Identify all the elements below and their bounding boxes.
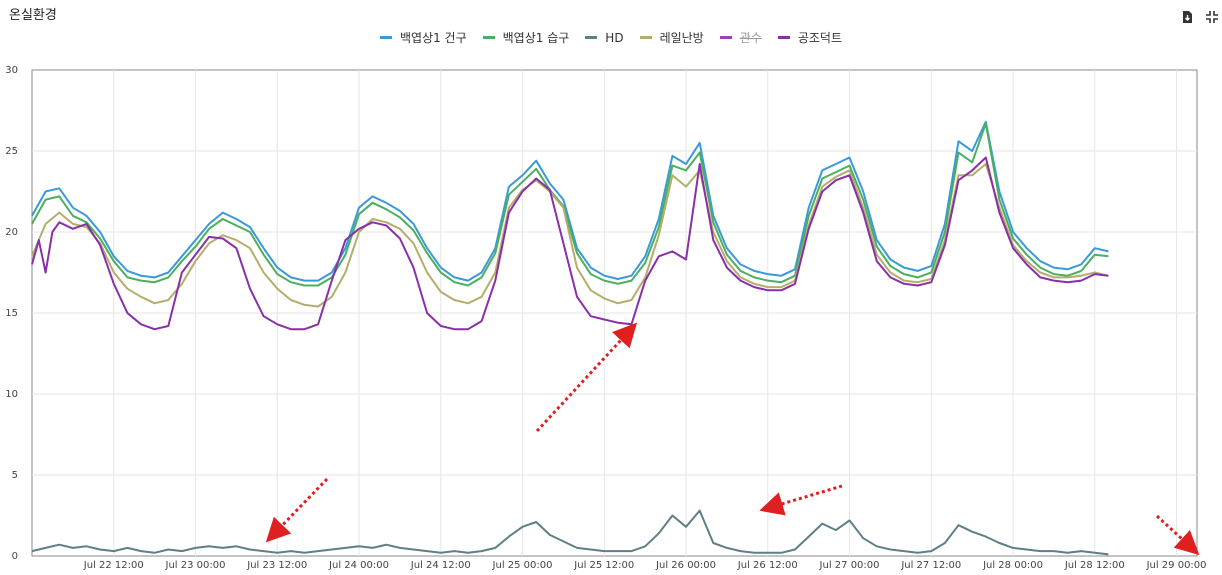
y-tick-label: 15 bbox=[5, 308, 18, 319]
legend-label: HD bbox=[605, 30, 624, 45]
series-line bbox=[31, 156, 1109, 331]
x-tick-label: Jul 25 00:00 bbox=[492, 560, 553, 571]
x-tick-label: Jul 27 00:00 bbox=[819, 560, 880, 571]
x-tick-label: Jul 23 00:00 bbox=[165, 560, 226, 571]
legend-swatch bbox=[719, 36, 732, 39]
legend-swatch bbox=[482, 36, 495, 39]
compress-icon[interactable] bbox=[1205, 9, 1219, 23]
series-line bbox=[31, 163, 1109, 308]
annotation-arrow bbox=[265, 477, 329, 543]
legend-item[interactable]: HD bbox=[585, 30, 624, 45]
x-tick-label: Jul 23 12:00 bbox=[246, 560, 307, 571]
y-tick-label: 30 bbox=[5, 65, 18, 76]
legend-item[interactable]: 백엽상1 건구 bbox=[379, 29, 467, 46]
x-tick-label: Jul 24 12:00 bbox=[410, 560, 471, 571]
y-tick-label: 10 bbox=[5, 389, 18, 400]
y-tick-label: 25 bbox=[5, 146, 18, 157]
legend-label: 관수 bbox=[739, 31, 762, 45]
series-line bbox=[31, 120, 1109, 282]
series-line bbox=[31, 509, 1109, 556]
file-download-icon[interactable] bbox=[1180, 9, 1194, 23]
legend-swatch bbox=[639, 36, 652, 39]
legend-swatch bbox=[379, 36, 392, 39]
chart-legend: 백엽상1 건구 백엽상1 습구 HD 레일난방 관수 공조덕트 bbox=[0, 29, 1222, 46]
y-tick-label: 5 bbox=[12, 470, 18, 481]
x-tick-label: Jul 29 00:00 bbox=[1146, 560, 1207, 571]
legend-swatch bbox=[585, 36, 598, 39]
legend-item[interactable]: 공조덕트 bbox=[777, 29, 842, 46]
legend-item[interactable]: 관수 bbox=[719, 29, 762, 46]
annotation-arrow bbox=[759, 484, 843, 516]
x-tick-label: Jul 28 12:00 bbox=[1064, 560, 1125, 571]
x-tick-label: Jul 25 12:00 bbox=[573, 560, 634, 571]
legend-swatch bbox=[777, 36, 790, 39]
legend-label: 레일난방 bbox=[659, 31, 704, 45]
x-tick-label: Jul 27 12:00 bbox=[900, 560, 961, 571]
legend-label: 백엽상1 습구 bbox=[502, 31, 570, 45]
y-tick-label: 0 bbox=[12, 551, 18, 562]
annotation-arrow bbox=[535, 322, 638, 433]
x-tick-label: Jul 22 12:00 bbox=[83, 560, 144, 571]
legend-label: 공조덕트 bbox=[797, 31, 842, 45]
x-tick-label: Jul 24 00:00 bbox=[328, 560, 389, 571]
annotation-arrow bbox=[1155, 514, 1200, 556]
x-tick-label: Jul 26 12:00 bbox=[737, 560, 798, 571]
y-tick-label: 20 bbox=[5, 227, 18, 238]
x-tick-label: Jul 26 00:00 bbox=[655, 560, 716, 571]
legend-item[interactable]: 백엽상1 습구 bbox=[482, 29, 570, 46]
legend-label: 백엽상1 건구 bbox=[399, 31, 467, 45]
series-line bbox=[31, 122, 1109, 287]
x-tick-label: Jul 28 00:00 bbox=[982, 560, 1043, 571]
legend-item[interactable]: 레일난방 bbox=[639, 29, 704, 46]
chart-title: 온실환경 bbox=[9, 8, 57, 23]
